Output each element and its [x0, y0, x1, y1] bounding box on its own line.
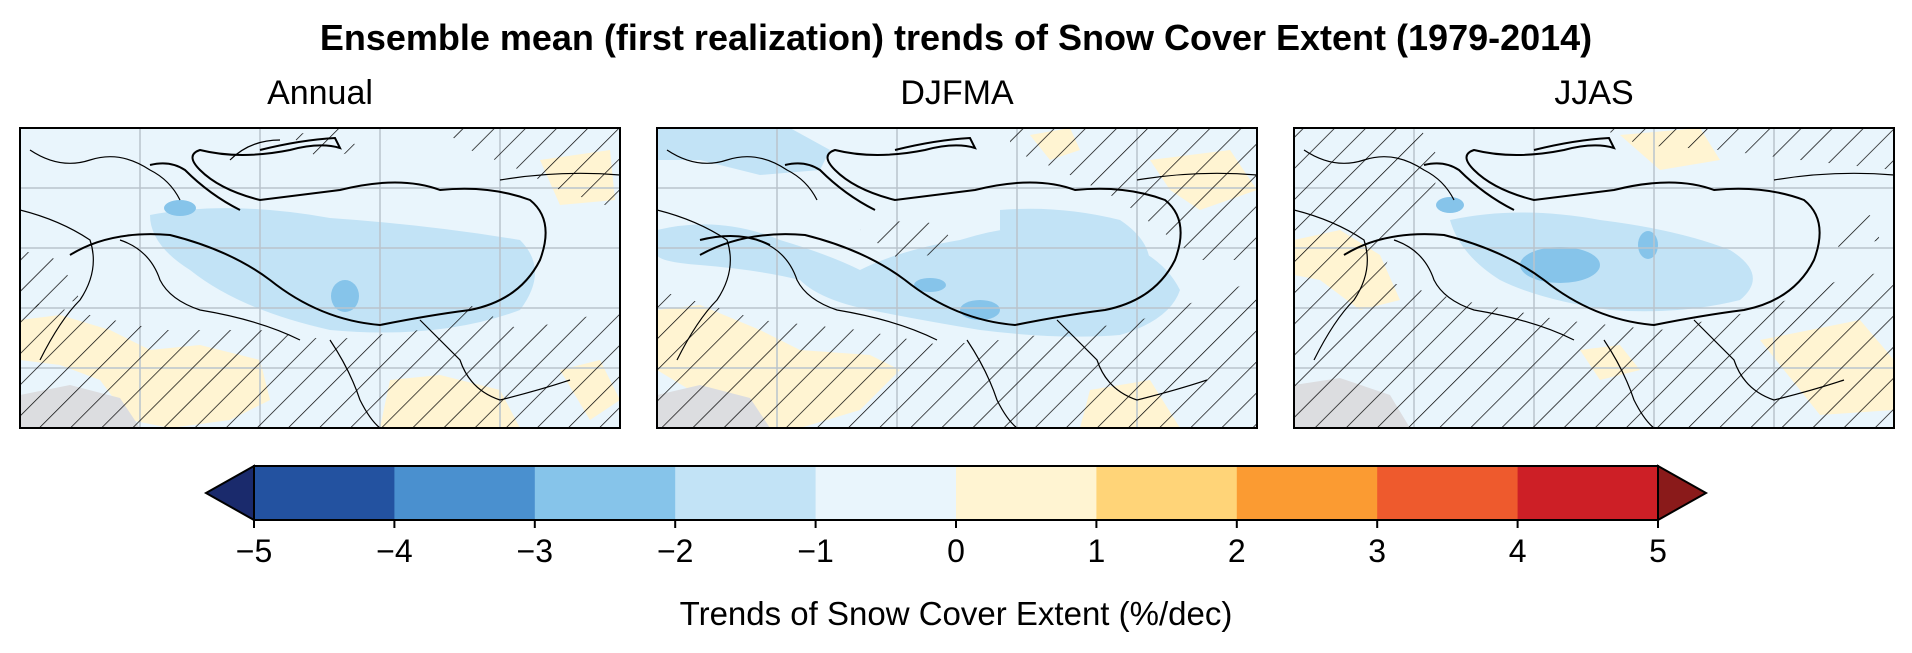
panel-title-jjas: JJAS	[1554, 74, 1633, 112]
colorbar-tick-label: 2	[1228, 533, 1246, 569]
colorbar-tick-label: −5	[236, 533, 272, 569]
colorbar-tick-label: 0	[947, 533, 965, 569]
colorbar-tick-label: 3	[1368, 533, 1386, 569]
colorbar-swatch	[675, 466, 817, 520]
map-panel-annual	[19, 127, 621, 429]
colorbar-swatch	[1236, 466, 1378, 520]
colorbar-tick-label: 4	[1509, 533, 1527, 569]
map-panel-jjas	[1293, 127, 1895, 429]
colorbar-swatch	[394, 466, 536, 520]
colorbar-swatch	[254, 466, 395, 520]
map-panel-djfma	[656, 127, 1258, 429]
colorbar-extend-max	[1657, 464, 1709, 522]
colorbar: −5 −4 −3 −2 −1 0 1 2 3 4 5 Trends of Snow Cover Ex…	[203, 464, 1709, 632]
colorbar-tick-label: −1	[797, 533, 833, 569]
panel-title-annual: Annual	[267, 74, 373, 112]
colorbar-tick-label: 1	[1088, 533, 1106, 569]
colorbar-swatches	[203, 464, 1709, 522]
colorbar-tick-label: −2	[657, 533, 693, 569]
colorbar-swatch	[956, 466, 1097, 520]
figure-title: Ensemble mean (first realization) trends…	[320, 17, 1592, 58]
colorbar-ticks: −5 −4 −3 −2 −1 0 1 2 3 4 5	[236, 520, 1667, 569]
colorbar-swatch	[534, 466, 676, 520]
colorbar-swatch	[1377, 466, 1519, 520]
colorbar-swatch	[1096, 466, 1238, 520]
colorbar-tick-label: −3	[517, 533, 553, 569]
colorbar-tick-label: 5	[1649, 533, 1667, 569]
panel-title-djfma: DJFMA	[900, 74, 1014, 112]
colorbar-swatch	[815, 466, 957, 520]
colorbar-extend-min	[203, 464, 255, 522]
colorbar-label: Trends of Snow Cover Extent (%/dec)	[680, 595, 1233, 632]
colorbar-tick-label: −4	[376, 533, 412, 569]
colorbar-swatch	[1517, 466, 1659, 520]
